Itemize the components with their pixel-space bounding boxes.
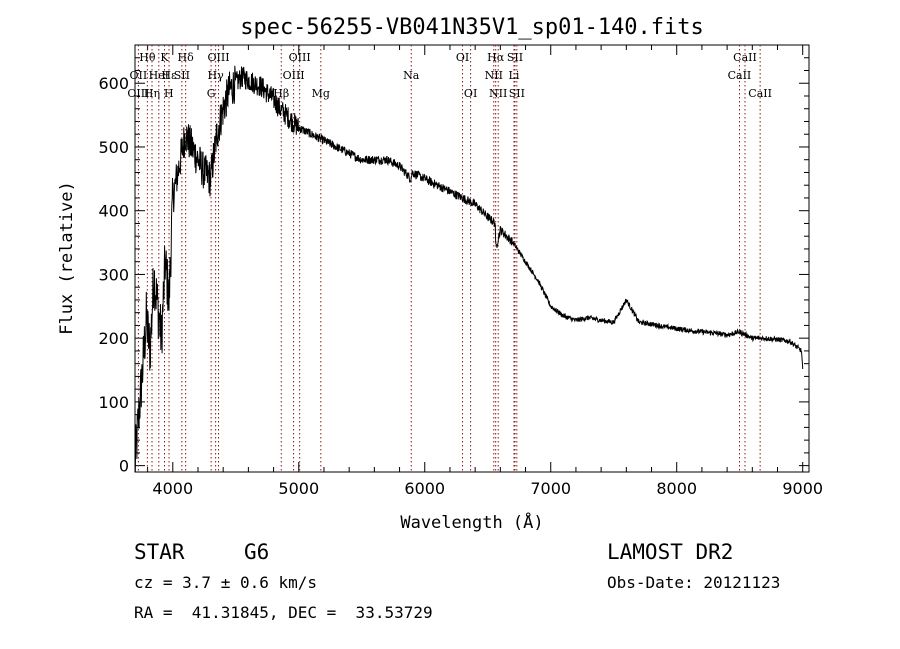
spectral-line-label: OII [130, 69, 148, 82]
plot-frame [134, 44, 810, 473]
y-tick-label: 300 [98, 265, 129, 284]
object-class: STAR [134, 540, 185, 564]
spectral-line-label: K [160, 51, 169, 64]
chart-title: spec-56255-VB041N35V1_sp01-140.fits [240, 15, 704, 40]
spectral-line-label: OIII [207, 51, 229, 64]
x-tick-label: 8000 [656, 479, 697, 498]
spectral-line-label: OIII [127, 87, 149, 100]
spectral-line-label: Hθ [139, 51, 156, 64]
spectral-line-label: Hε [161, 69, 177, 82]
object-subclass: G6 [244, 540, 270, 564]
spectral-line-label: CaII [748, 87, 772, 100]
spectral-line-label: Hα [487, 51, 505, 64]
spectral-line-label: NII [485, 69, 503, 82]
y-axis-label: Flux (relative) [57, 181, 77, 335]
spectral-line-label: OIII [289, 51, 311, 64]
spectral-line-label: Hδ [178, 51, 195, 64]
x-tick-label: 4000 [152, 479, 193, 498]
y-tick-label: 400 [98, 202, 129, 221]
redshift-readout: cz = 3.7 ± 0.6 km/s [134, 573, 318, 592]
spectrum-series [134, 65, 804, 473]
spectral-line-label: Mg [312, 87, 330, 100]
spectral-line-label: H [164, 87, 174, 100]
spectral-line-label: Hη [144, 87, 160, 100]
y-tick-label: 0 [119, 457, 129, 476]
spectral-line-label: Hγ [208, 69, 225, 82]
y-tick-labels: 0 100 200 300 400 500 600 [98, 74, 129, 475]
spectral-line-label: NII [489, 87, 507, 100]
spectral-line-markers [137, 45, 761, 472]
coordinates-readout: RA = 41.31845, DEC = 33.53729 [134, 603, 433, 622]
y-tick-label: 600 [98, 74, 129, 93]
spectral-line-label: SII [507, 51, 523, 64]
spectral-line-label: CaII [733, 51, 757, 64]
x-tick-label: 7000 [530, 479, 571, 498]
axis-ticks [135, 45, 809, 472]
x-tick-label: 5000 [278, 479, 319, 498]
spectral-line-label: CaII [728, 69, 752, 82]
spectral-line-label: SII [509, 87, 525, 100]
spectral-line-label: Na [403, 69, 420, 82]
spectral-line-label: HeI [149, 69, 169, 82]
x-tick-labels: 4000 5000 6000 7000 8000 9000 [152, 479, 823, 498]
spectral-line-label: OI [456, 51, 469, 64]
x-axis-label: Wavelength (Å) [400, 511, 543, 533]
y-tick-label: 100 [98, 393, 129, 412]
x-tick-label: 9000 [782, 479, 823, 498]
spectral-line-label: OIII [283, 69, 305, 82]
observation-date: Obs-Date: 20121123 [607, 573, 781, 592]
spectral-line-label: Li [509, 69, 520, 82]
spectral-line-label: OI [464, 87, 477, 100]
y-tick-label: 200 [98, 329, 129, 348]
spectral-line-label: SII [174, 69, 190, 82]
spectral-line-label: Hβ [273, 87, 289, 100]
survey-name: LAMOST DR2 [607, 540, 734, 564]
spectral-line-label: G [207, 87, 216, 100]
x-tick-label: 6000 [404, 479, 445, 498]
y-tick-label: 500 [98, 138, 129, 157]
